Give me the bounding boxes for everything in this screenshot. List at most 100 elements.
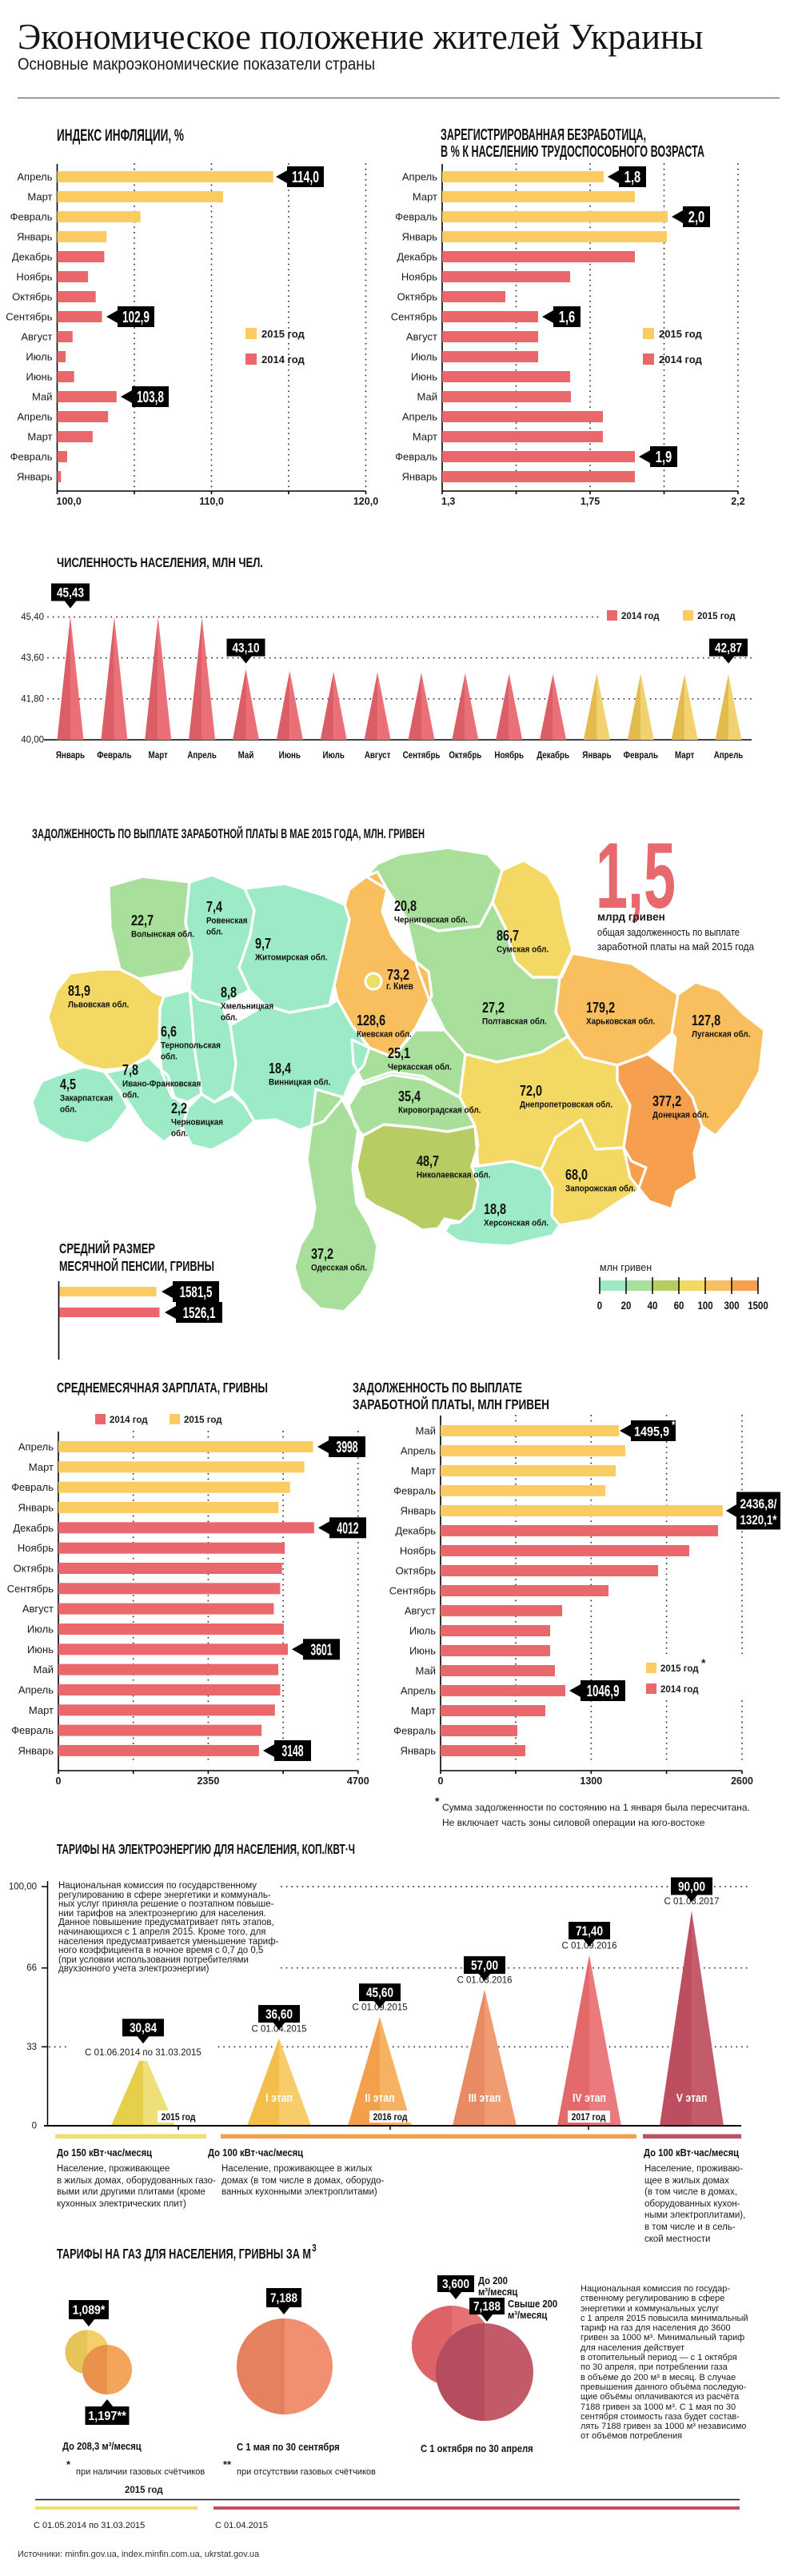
svg-text:Сентябрь: Сентябрь (7, 1583, 54, 1595)
svg-text:Февраль: Февраль (11, 1724, 54, 1736)
svg-text:81,9: 81,9 (68, 982, 90, 999)
svg-text:ТАРИФЫ НА ЭЛЕКТРОЭНЕРГИЮ ДЛЯ Н: ТАРИФЫ НА ЭЛЕКТРОЭНЕРГИЮ ДЛЯ НАСЕЛЕНИЯ, … (57, 1841, 355, 1857)
svg-text:100,00: 100,00 (9, 1883, 37, 1892)
svg-text:Март: Март (27, 431, 52, 443)
svg-text:Март: Март (675, 750, 694, 761)
svg-text:С 1 октября по 30 апреля: С 1 октября по 30 апреля (421, 2442, 533, 2454)
svg-text:90,00: 90,00 (678, 1879, 705, 1894)
svg-text:377,2: 377,2 (652, 1092, 681, 1109)
svg-text:2015 год: 2015 год (162, 2113, 196, 2123)
svg-text:Апрель: Апрель (187, 750, 217, 761)
svg-text:41,80: 41,80 (21, 694, 44, 704)
svg-text:Апрель: Апрель (17, 411, 52, 423)
svg-text:Июль: Июль (411, 351, 437, 363)
svg-text:7,188: 7,188 (473, 2300, 501, 2314)
svg-text:С 01.06.2014 по 31.03.2015: С 01.06.2014 по 31.03.2015 (85, 2048, 201, 2058)
svg-text:Май: Май (417, 391, 437, 403)
svg-text:Январь: Январь (400, 1505, 436, 1517)
svg-text:42,87: 42,87 (715, 641, 742, 656)
svg-text:До 208,3 м³/месяц: До 208,3 м³/месяц (62, 2440, 142, 2452)
svg-text:30,84: 30,84 (130, 2021, 158, 2035)
svg-text:1,6: 1,6 (559, 309, 575, 326)
svg-text:1,197**: 1,197** (88, 2410, 126, 2423)
svg-text:Луганская обл.: Луганская обл. (692, 1029, 751, 1040)
svg-text:Февраль: Февраль (395, 451, 437, 463)
svg-text:2,0: 2,0 (688, 209, 704, 226)
svg-text:0: 0 (597, 1300, 602, 1312)
svg-text:Ноябрь: Ноябрь (494, 750, 524, 761)
svg-text:57,00: 57,00 (471, 1959, 498, 1973)
svg-text:128,6: 128,6 (357, 1012, 385, 1028)
svg-text:35,4: 35,4 (398, 1088, 421, 1104)
svg-text:До 100 кВт·час/месяц: До 100 кВт·час/месяц (208, 2147, 304, 2159)
svg-text:114,0: 114,0 (292, 169, 319, 186)
svg-text:Апрель: Апрель (402, 411, 437, 423)
svg-text:Декабрь: Декабрь (13, 1522, 54, 1534)
svg-text:Июнь: Июнь (409, 1645, 436, 1657)
svg-text:Львовская обл.: Львовская обл. (68, 1000, 129, 1010)
svg-text:45,40: 45,40 (21, 613, 44, 622)
svg-text:100: 100 (697, 1300, 712, 1312)
svg-text:Сумма задолженности по состоян: Сумма задолженности по состоянию на 1 ян… (442, 1802, 750, 1813)
svg-text:300: 300 (724, 1300, 739, 1312)
svg-text:Кировоградская обл.: Кировоградская обл. (398, 1105, 481, 1116)
svg-text:2014 год: 2014 год (659, 353, 703, 365)
svg-text:86,7: 86,7 (497, 927, 519, 944)
svg-text:Апрель: Апрель (18, 1441, 54, 1453)
svg-text:Донецкая обл.: Донецкая обл. (652, 1110, 709, 1120)
svg-text:Февраль: Февраль (395, 211, 437, 223)
svg-text:*: * (435, 1795, 440, 1807)
svg-text:Февраль: Февраль (97, 750, 132, 761)
svg-text:*: * (66, 2458, 71, 2470)
svg-text:3: 3 (312, 2243, 317, 2254)
svg-text:7,4: 7,4 (206, 898, 223, 915)
svg-text:Июль: Июль (323, 750, 345, 761)
svg-text:102,9: 102,9 (122, 309, 150, 326)
svg-text:при наличии газовых счётчиков: при наличии газовых счётчиков (76, 2467, 205, 2477)
svg-text:1500: 1500 (748, 1300, 768, 1312)
svg-text:Декабрь: Декабрь (395, 1525, 436, 1537)
svg-text:1,5: 1,5 (596, 823, 676, 928)
svg-text:Май: Май (416, 1425, 436, 1437)
svg-text:Январь: Январь (582, 750, 612, 761)
svg-text:Март: Март (411, 1705, 436, 1717)
svg-text:*: * (672, 1418, 675, 1431)
svg-text:ТАРИФЫ НА ГАЗ ДЛЯ НАСЕЛЕНИЯ, Г: ТАРИФЫ НА ГАЗ ДЛЯ НАСЕЛЕНИЯ, ГРИВНЫ ЗА М (57, 2246, 311, 2262)
svg-text:V этап: V этап (676, 2091, 708, 2104)
svg-text:120,0: 120,0 (353, 496, 378, 507)
svg-text:м³/месяц: м³/месяц (478, 2286, 518, 2298)
svg-text:обл.: обл. (221, 1012, 237, 1023)
svg-text:Хмельницкая: Хмельницкая (221, 1002, 273, 1012)
svg-text:33: 33 (26, 2043, 37, 2052)
svg-text:ИНДЕКС ИНФЛЯЦИИ, %: ИНДЕКС ИНФЛЯЦИИ, % (57, 126, 184, 145)
svg-text:Август: Август (405, 1605, 436, 1617)
svg-text:2016 год: 2016 год (373, 2113, 408, 2123)
svg-text:18,4: 18,4 (269, 1060, 292, 1076)
svg-text:2350: 2350 (197, 1775, 219, 1787)
svg-text:Не включает часть зоны силовой: Не включает часть зоны силовой операции … (442, 1817, 705, 1828)
svg-text:0: 0 (32, 2122, 37, 2131)
svg-text:Апрель: Апрель (18, 1684, 54, 1696)
svg-text:Май: Май (416, 1665, 436, 1677)
svg-text:II этап: II этап (365, 2091, 394, 2104)
svg-text:IV этап: IV этап (573, 2091, 606, 2104)
svg-text:Сентябрь: Сентябрь (389, 1585, 436, 1597)
svg-text:ЗАДОЛЖЕННОСТЬ ПО ВЫПЛАТЕ: ЗАДОЛЖЕННОСТЬ ПО ВЫПЛАТЕ (353, 1380, 522, 1396)
svg-text:73,2: 73,2 (387, 966, 409, 983)
svg-text:22,7: 22,7 (131, 912, 154, 929)
svg-text:2015 год: 2015 год (125, 2486, 163, 2495)
svg-text:Июнь: Июнь (279, 750, 301, 761)
svg-text:Июнь: Июнь (26, 371, 52, 383)
svg-text:Октябрь: Октябрь (396, 1565, 437, 1577)
svg-text:9,7: 9,7 (255, 935, 271, 952)
svg-text:Август: Август (365, 750, 391, 761)
svg-text:ЧИСЛЕННОСТЬ НАСЕЛЕНИЯ, МЛН ЧЕЛ: ЧИСЛЕННОСТЬ НАСЕЛЕНИЯ, МЛН ЧЕЛ. (57, 555, 263, 570)
svg-text:г. Киев: г. Киев (386, 982, 413, 992)
svg-text:Запорожская обл.: Запорожская обл. (565, 1184, 636, 1194)
svg-text:С 01.05.2014 по 31.03.2015: С 01.05.2014 по 31.03.2015 (34, 2521, 145, 2530)
svg-text:2015 год: 2015 год (261, 328, 305, 340)
svg-text:**: ** (223, 2458, 232, 2470)
svg-text:Декабрь: Декабрь (537, 750, 569, 761)
svg-text:Август: Август (21, 331, 52, 343)
svg-text:2014 год: 2014 год (621, 612, 660, 621)
